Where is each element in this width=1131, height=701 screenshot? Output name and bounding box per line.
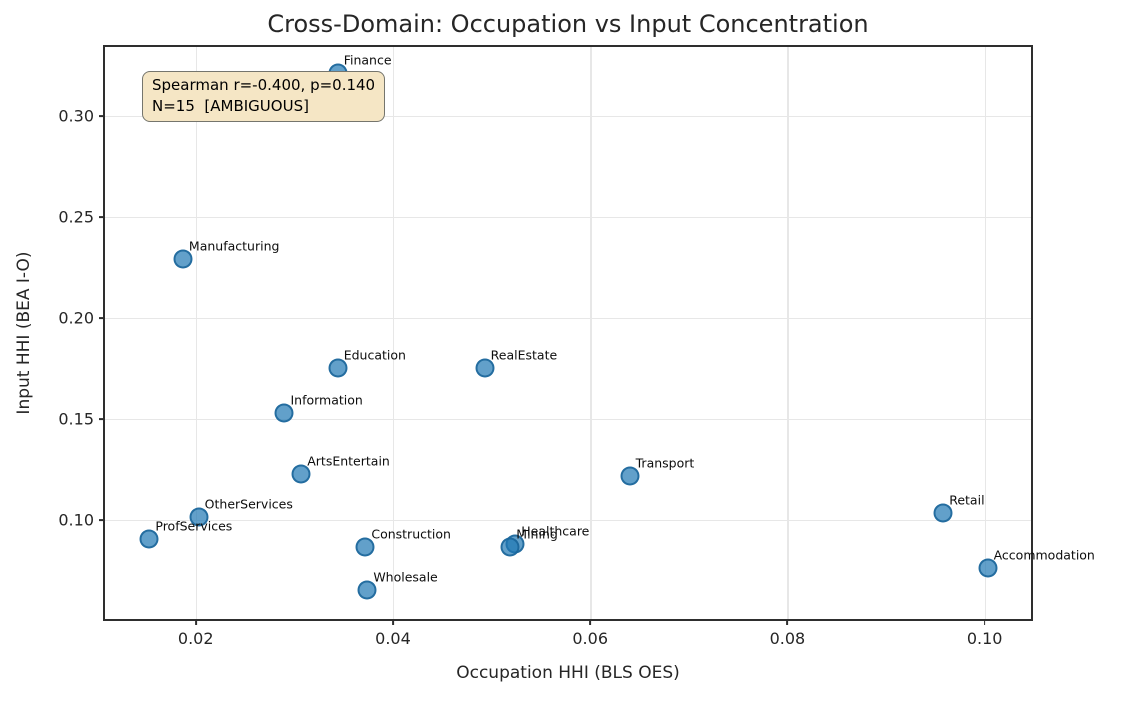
- y-tick-label: 0.25: [58, 207, 94, 227]
- y-gridline: [105, 418, 1031, 421]
- x-gridline: [195, 47, 198, 619]
- point-label-wholesale: Wholesale: [373, 569, 438, 585]
- plot-area: 0.30 0.25 0.20 0.15 0.10 0.10 0.08 0.06 0.04 0.02…: [58, 45, 1095, 648]
- data-point-mining: [500, 537, 520, 557]
- data-point-transport: [620, 466, 640, 486]
- point-label-education: Education: [343, 347, 406, 363]
- data-point-artsentertain: [291, 464, 311, 484]
- annotation-spearman-line: Spearman r=-0.400, p=0.140: [152, 76, 376, 94]
- point-label-mining: Mining: [516, 526, 558, 542]
- chart-title: Cross-Domain: Occupation vs Input Concen…: [267, 10, 869, 38]
- x-tick-label: 0.04: [375, 629, 411, 648]
- point-label-retail: Retail: [949, 492, 985, 508]
- y-tick-mark: [99, 316, 105, 319]
- x-tick-label: 0.06: [572, 629, 608, 648]
- data-point-information: [274, 403, 294, 423]
- data-point-accommodation: [978, 558, 998, 578]
- point-label-healthcare: Healthcare: [521, 523, 590, 539]
- x-tick-mark: [194, 619, 197, 625]
- point-label-artsentertain: ArtsEntertain: [307, 453, 390, 469]
- y-gridline: [105, 216, 1031, 219]
- y-tick-label: 0.30: [58, 106, 94, 126]
- y-tick-mark: [99, 519, 105, 521]
- x-tick-label: 0.08: [769, 629, 806, 648]
- x-axis-label: Occupation HHI (BLS OES): [456, 663, 680, 683]
- stats-annotation-box: Spearman r=-0.400, p=0.140 N=15 [AMBIGUO…: [142, 71, 386, 122]
- data-point-wholesale: [357, 580, 377, 600]
- x-tick-mark: [589, 619, 592, 625]
- point-label-manufacturing: Manufacturing: [188, 238, 280, 254]
- x-gridline: [984, 47, 987, 619]
- data-point-retail: [933, 503, 953, 523]
- point-label-otherservices: OtherServices: [204, 496, 293, 512]
- x-gridline: [787, 47, 789, 619]
- y-gridline: [105, 115, 1031, 118]
- data-point-education: [328, 358, 348, 378]
- data-point-otherservices: [189, 507, 209, 527]
- data-point-construction: [355, 537, 375, 557]
- annotation-n-line: N=15 [AMBIGUOUS]: [152, 97, 309, 115]
- x-tick-label: 0.02: [177, 629, 214, 648]
- x-tick-mark: [983, 619, 986, 625]
- data-point-profservices: [139, 529, 159, 549]
- y-gridline: [105, 519, 1031, 522]
- point-label-information: Information: [290, 392, 363, 408]
- data-point-manufacturing: [173, 249, 193, 269]
- x-gridline: [590, 47, 592, 619]
- x-tick-mark: [392, 619, 394, 625]
- point-label-transport: Transport: [635, 455, 695, 471]
- y-tick-mark: [99, 417, 105, 420]
- y-tick-label: 0.20: [58, 308, 94, 328]
- y-gridline: [105, 317, 1031, 320]
- y-tick-mark: [99, 114, 105, 117]
- point-label-realestate: RealEstate: [490, 347, 558, 363]
- data-point-realestate: [475, 358, 495, 378]
- y-tick-mark: [99, 215, 105, 218]
- point-label-construction: Construction: [371, 526, 451, 542]
- x-tick-mark: [786, 619, 789, 625]
- x-tick-label: 0.10: [966, 629, 1003, 648]
- y-tick-label: 0.15: [58, 409, 94, 429]
- x-gridline: [392, 47, 395, 619]
- y-tick-label: 0.10: [58, 510, 94, 530]
- point-label-accommodation: Accommodation: [993, 548, 1095, 564]
- point-label-profservices: ProfServices: [155, 518, 233, 534]
- y-axis-label: Input HHI (BEA I-O): [14, 251, 34, 415]
- point-label-finance: Finance: [343, 52, 392, 68]
